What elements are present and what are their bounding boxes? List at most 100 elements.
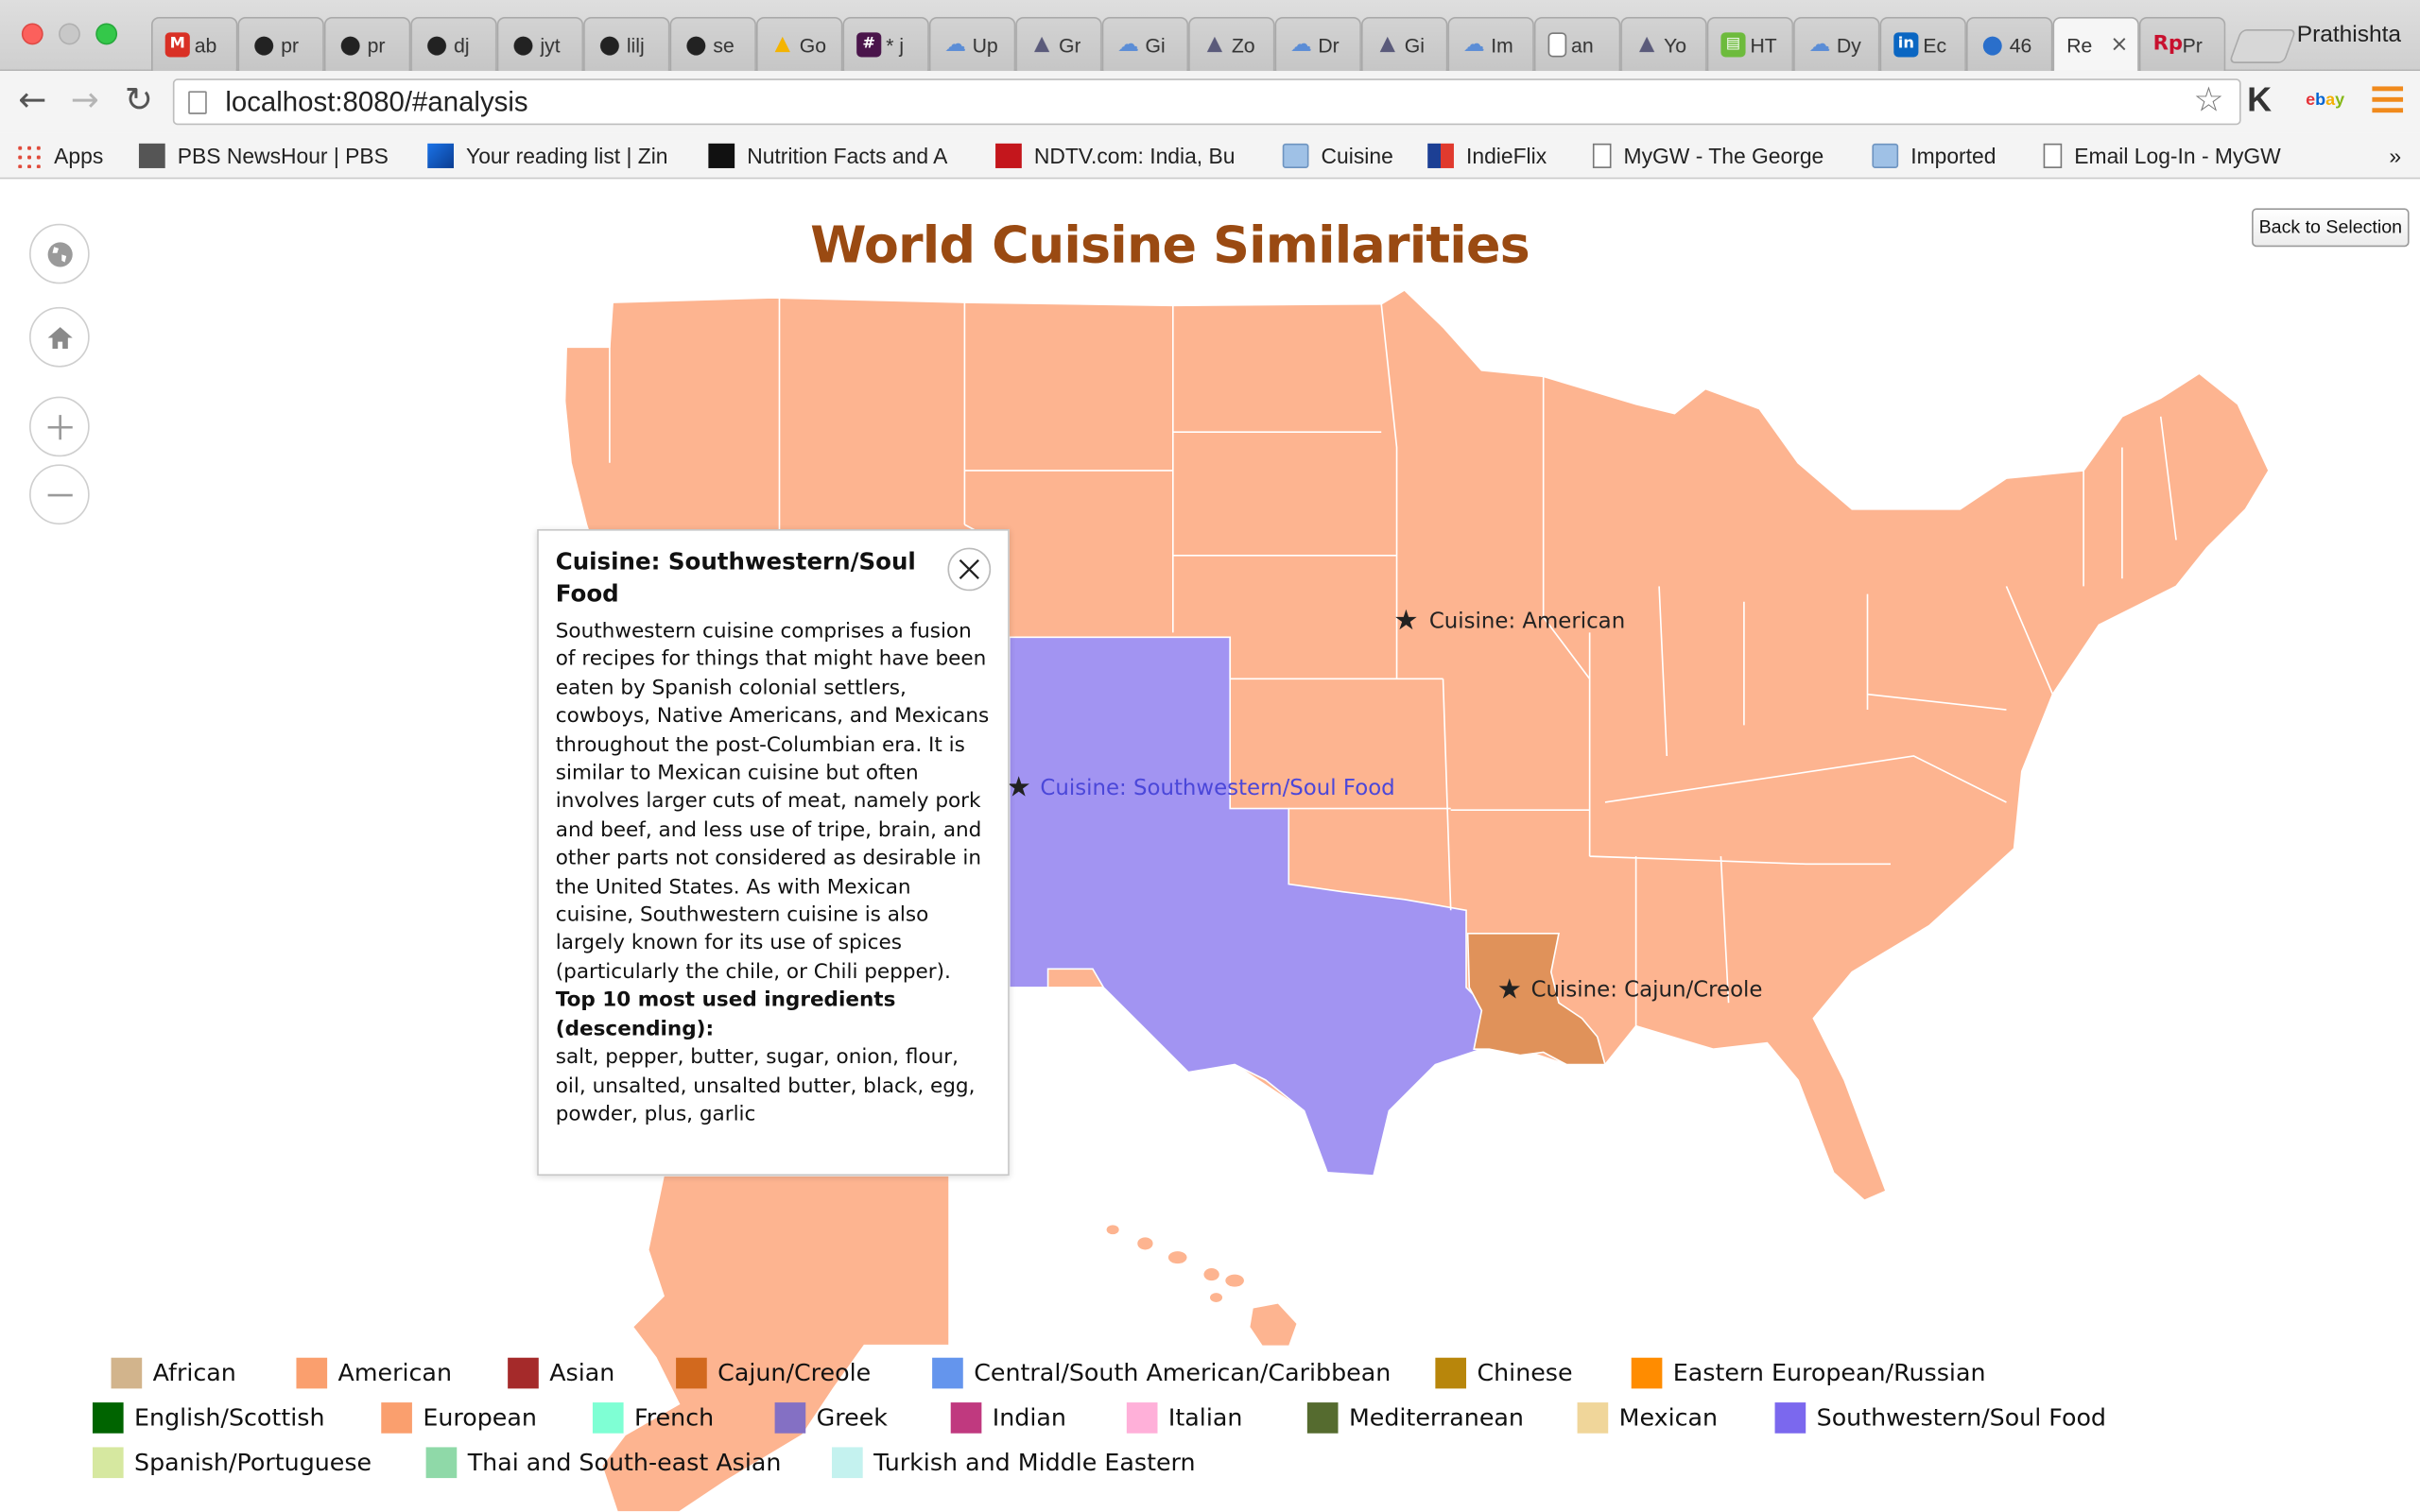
window-zoom-button[interactable] bbox=[95, 23, 118, 45]
legend-item: Mediterranean bbox=[1306, 1402, 1524, 1434]
browser-tab[interactable]: ▤ HT bbox=[1706, 16, 1794, 72]
browser-tab[interactable]: Re × bbox=[2052, 16, 2139, 72]
browser-tab[interactable]: ● 46 bbox=[1966, 16, 2053, 72]
browser-tab[interactable]: ☁ Up bbox=[928, 16, 1016, 72]
ebay-extension-icon[interactable]: ebay bbox=[2306, 91, 2345, 110]
browser-tab[interactable]: ● jyt bbox=[496, 16, 584, 72]
browser-tab[interactable]: ▲ Gr bbox=[1015, 16, 1102, 72]
browser-tab[interactable]: ▲ Go bbox=[756, 16, 843, 72]
tab-label: ab bbox=[194, 33, 217, 57]
pbs-icon bbox=[138, 143, 165, 168]
browser-tab[interactable]: # * j bbox=[842, 16, 929, 72]
marker-star-icon[interactable]: ★ bbox=[1496, 973, 1523, 1006]
legend-swatch bbox=[508, 1357, 539, 1389]
bookmark-item[interactable]: IndieFlix bbox=[1427, 141, 1547, 172]
browser-tab[interactable]: ☁ Im bbox=[1447, 16, 1534, 72]
state-borders bbox=[609, 298, 2177, 1026]
mountain-icon: ▲ bbox=[1638, 32, 1655, 56]
browser-tab[interactable]: ● se bbox=[669, 16, 756, 72]
cloud-icon: ☁ bbox=[944, 32, 967, 58]
marker-star-icon[interactable]: ★ bbox=[1006, 771, 1031, 804]
legend-label: Chinese bbox=[1477, 1359, 1573, 1387]
tab-label: * j bbox=[886, 33, 905, 57]
profile-button[interactable]: Prathishta bbox=[2296, 21, 2402, 48]
tab-label: Ec bbox=[1923, 33, 1947, 57]
reload-icon[interactable]: ↻ bbox=[124, 81, 153, 121]
bookmark-item[interactable]: MyGW - The George bbox=[1592, 141, 1824, 172]
browser-tab[interactable]: ● lilj bbox=[583, 16, 670, 72]
zoom-out-icon[interactable] bbox=[29, 464, 90, 525]
browser-tab[interactable]: ☁ Dr bbox=[1274, 16, 1361, 72]
legend-label: Greek bbox=[816, 1403, 888, 1433]
bookmark-item[interactable]: PBS NewsHour | PBS bbox=[138, 141, 389, 172]
window-minimize-button[interactable] bbox=[59, 23, 80, 45]
legend-label: French bbox=[634, 1403, 715, 1433]
browser-tab[interactable]: Rp Pr bbox=[2138, 16, 2226, 72]
bookmark-item[interactable]: Nutrition Facts and A bbox=[708, 141, 947, 172]
region-hawaii[interactable] bbox=[1106, 1225, 1297, 1346]
globe-icon[interactable] bbox=[29, 223, 90, 284]
address-bar[interactable]: localhost:8080/#analysis ☆ bbox=[172, 78, 2241, 126]
mountain-icon: ▲ bbox=[1379, 32, 1395, 56]
browser-tab[interactable]: ☁ Gi bbox=[1101, 16, 1189, 72]
window-close-button[interactable] bbox=[21, 23, 43, 45]
region-southwestern[interactable] bbox=[1008, 636, 1483, 1177]
browser-tab[interactable]: ☁ Dy bbox=[1793, 16, 1880, 72]
page-title: World Cuisine Similarities bbox=[810, 214, 1530, 275]
zoom-in-icon[interactable] bbox=[29, 396, 90, 457]
legend-swatch bbox=[92, 1402, 124, 1434]
legend-swatch bbox=[381, 1402, 412, 1434]
legend-item: Italian bbox=[1126, 1402, 1242, 1434]
region-cajun[interactable] bbox=[1466, 932, 1607, 1066]
k-extension-icon[interactable]: K bbox=[2247, 79, 2273, 119]
legend-item: Thai and South-east Asian bbox=[425, 1447, 781, 1479]
bookmark-label: Apps bbox=[54, 143, 104, 168]
legend-swatch bbox=[1774, 1402, 1806, 1434]
home-icon[interactable] bbox=[29, 306, 90, 368]
close-icon[interactable] bbox=[947, 547, 992, 592]
browser-tab[interactable]: ● pr bbox=[323, 16, 411, 72]
legend-swatch bbox=[950, 1402, 982, 1434]
menu-icon[interactable] bbox=[2372, 83, 2404, 114]
page-icon bbox=[2043, 143, 2063, 168]
tab-close-icon[interactable]: × bbox=[2110, 32, 2129, 58]
marker-star-icon[interactable]: ★ bbox=[1393, 605, 1419, 638]
back-arrow-icon[interactable]: ← bbox=[18, 81, 47, 121]
tab-label: an bbox=[1571, 33, 1594, 57]
legend-item: English/Scottish bbox=[92, 1402, 325, 1434]
tab-label: Yo bbox=[1664, 33, 1687, 57]
bookmark-item[interactable]: Email Log-In - MyGW bbox=[2043, 141, 2281, 172]
chart-icon: ▤ bbox=[1720, 32, 1746, 58]
bookmark-star-icon[interactable]: ☆ bbox=[2193, 81, 2224, 121]
github-icon: ● bbox=[425, 29, 448, 60]
legend-item: French bbox=[592, 1402, 715, 1434]
marker-label-american[interactable]: Cuisine: American bbox=[1428, 609, 1626, 635]
legend-label: English/Scottish bbox=[134, 1403, 325, 1433]
bookmark-item[interactable]: NDTV.com: India, Bu bbox=[995, 141, 1235, 172]
browser-tab[interactable]: ● dj bbox=[410, 16, 497, 72]
browser-tab[interactable]: ▲ Gi bbox=[1361, 16, 1448, 72]
back-to-selection-button[interactable]: Back to Selection bbox=[2252, 208, 2410, 248]
legend-swatch bbox=[425, 1447, 458, 1479]
popup-top-ingredients-label: Top 10 most used ingredients (descending… bbox=[555, 988, 896, 1041]
browser-tab[interactable]: ▲ Zo bbox=[1188, 16, 1275, 72]
slack-icon: # bbox=[856, 32, 882, 58]
forward-arrow-icon[interactable]: → bbox=[70, 81, 99, 121]
browser-tab[interactable]: ▲ Yo bbox=[1620, 16, 1707, 72]
tab-label: 46 bbox=[2009, 33, 2032, 57]
browser-tab[interactable]: in Ec bbox=[1879, 16, 1966, 72]
bookmark-item[interactable]: Imported bbox=[1872, 141, 1996, 172]
bookmark-item[interactable]: Apps bbox=[15, 141, 103, 172]
marker-label-southwestern[interactable]: Cuisine: Southwestern/Soul Food bbox=[1040, 776, 1395, 801]
legend-swatch bbox=[111, 1357, 143, 1389]
legend-item: Greek bbox=[774, 1402, 888, 1434]
marker-label-cajun[interactable]: Cuisine: Cajun/Creole bbox=[1530, 978, 1763, 1004]
region-alaska[interactable] bbox=[600, 1175, 950, 1512]
bookmark-item[interactable]: Your reading list | Zin bbox=[427, 141, 668, 172]
browser-tab[interactable]: an bbox=[1533, 16, 1621, 72]
bookmark-item[interactable]: Cuisine bbox=[1282, 141, 1393, 172]
bookmarks-overflow[interactable]: » bbox=[2389, 143, 2402, 168]
browser-tab[interactable]: ● pr bbox=[237, 16, 324, 72]
legend-label: Indian bbox=[992, 1403, 1066, 1433]
